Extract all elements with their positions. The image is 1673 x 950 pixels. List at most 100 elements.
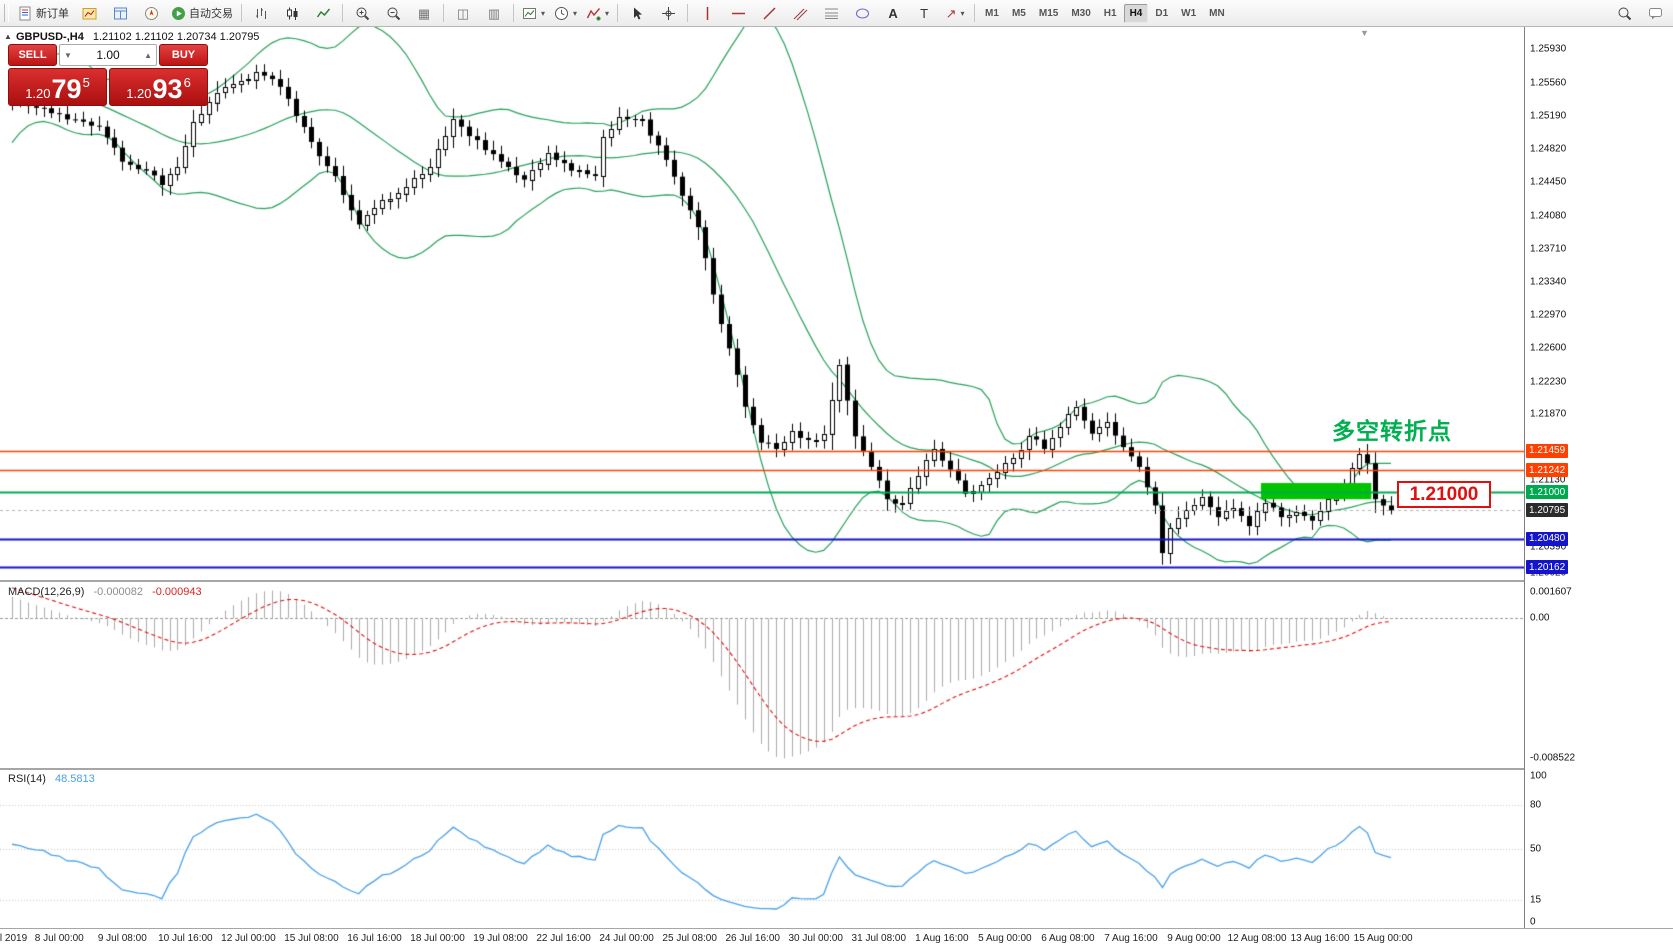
text-a-icon: A — [888, 5, 898, 21]
autotrading-button[interactable]: 自动交易 — [167, 1, 237, 25]
periods-button[interactable]: ▾ — [550, 1, 581, 25]
sell-button[interactable]: SELL — [8, 44, 57, 66]
buy-price-main: 93 — [152, 74, 183, 105]
price-axis-label: 1.24820 — [1530, 143, 1567, 155]
sell-price-main: 79 — [51, 74, 82, 105]
zoom-out-button[interactable] — [378, 1, 408, 25]
chevron-down-icon: ▾ — [573, 8, 578, 18]
arrows-button[interactable]: ↗ ▾ — [940, 1, 970, 25]
price-level-text-box[interactable]: 1.21000 — [1397, 481, 1491, 508]
buy-price-pip: 6 — [183, 75, 191, 90]
macd-panel-canvas[interactable] — [0, 582, 1524, 768]
shapes-button[interactable] — [847, 1, 877, 25]
new-chart-button[interactable]: ▾ — [518, 1, 549, 25]
toolbar-separator — [241, 4, 242, 22]
chevron-down-icon: ▾ — [605, 8, 610, 18]
rsi-label: RSI(14) 48.5813 — [8, 773, 95, 785]
sell-price-display[interactable]: 1.20 79 5 — [8, 68, 107, 106]
candles-icon — [285, 6, 300, 21]
rsi-axis-label: 0 — [1530, 916, 1536, 928]
time-axis-label: 26 Jul 16:00 — [725, 933, 780, 944]
autoplay-icon — [171, 6, 186, 21]
rsi-axis-label: 100 — [1530, 770, 1547, 782]
macd-axis-label: 0.00 — [1530, 612, 1550, 624]
text-button[interactable]: A — [878, 1, 908, 25]
grid-button[interactable]: ▦ — [409, 1, 439, 25]
cascade-windows-button[interactable]: ▥ — [479, 1, 509, 25]
linechart-icon — [316, 6, 331, 21]
market-watch-button[interactable] — [74, 1, 104, 25]
splitter-macd-rsi[interactable] — [0, 768, 1673, 770]
horizontal-line-button[interactable] — [723, 1, 753, 25]
vertical-line-button[interactable] — [692, 1, 722, 25]
label-button[interactable]: T — [909, 1, 939, 25]
price-axis-label: 1.24080 — [1530, 210, 1567, 222]
time-axis-label: 22 Jul 16:00 — [536, 933, 591, 944]
chart-annotation-text[interactable]: 多空转折点 — [1332, 418, 1452, 444]
timeframe-button-d1[interactable]: D1 — [1155, 7, 1169, 19]
zoom-in-button[interactable] — [347, 1, 377, 25]
price-axis-label: 1.22230 — [1530, 376, 1567, 388]
timeframe-button-mn[interactable]: MN — [1209, 7, 1225, 19]
buy-price-display[interactable]: 1.20 93 6 — [109, 68, 208, 106]
crosshair-button[interactable] — [653, 1, 683, 25]
vline-icon — [701, 6, 714, 21]
hline-icon — [731, 7, 746, 20]
volume-decrease-icon[interactable]: ▼ — [64, 50, 72, 60]
price-scale-axis[interactable]: 1.25930 1.25560 1.25190 1.24820 1.24450 1.240… — [1524, 27, 1673, 928]
tline-icon — [762, 6, 777, 21]
timeframe-button-m30[interactable]: M30 — [1071, 7, 1091, 19]
text-t-icon: T — [920, 5, 929, 21]
navigator-icon — [144, 6, 159, 21]
one-click-collapse-icon[interactable]: ▲ — [4, 32, 12, 41]
candlestick-chart-button[interactable] — [277, 1, 307, 25]
grid-icon: ▦ — [417, 5, 431, 21]
fibonacci-button[interactable] — [816, 1, 846, 25]
timeframe-button-m15[interactable]: M15 — [1038, 7, 1059, 19]
volume-value: 1.00 — [96, 48, 120, 62]
timeframe-button-m1[interactable]: M1 — [985, 7, 999, 19]
community-button[interactable] — [1640, 1, 1670, 25]
channel-icon — [793, 6, 808, 21]
toolbar-separator — [687, 4, 689, 22]
time-scale-axis[interactable]: 5 Jul 2019 8 Jul 00:00 9 Jul 08:00 10 Jul 1… — [0, 929, 1673, 950]
ohlc-values: 1.21102 1.21102 1.20734 1.20795 — [92, 31, 260, 43]
new-order-button-label: 新订单 — [36, 8, 69, 20]
price-axis-label: 1.25560 — [1530, 77, 1567, 89]
time-axis-label: 18 Jul 00:00 — [410, 933, 465, 944]
time-axis-label: 5 Aug 00:00 — [978, 933, 1032, 944]
cascade-icon: ▥ — [487, 5, 501, 21]
timeframe-button-w1[interactable]: W1 — [1181, 7, 1197, 19]
clock-icon — [554, 6, 569, 21]
new-order-button[interactable]: 新订单 — [14, 1, 73, 25]
channel-button[interactable] — [785, 1, 815, 25]
timeframe-button-h1[interactable]: H1 — [1103, 7, 1117, 19]
time-axis-label: 15 Aug 00:00 — [1353, 933, 1413, 944]
toolbar-separator — [513, 4, 514, 22]
chart-shift-marker-icon[interactable]: ▼ — [1360, 28, 1369, 38]
volume-field[interactable]: ▼ 1.00 ▲ — [59, 44, 157, 66]
splitter-main-macd[interactable] — [0, 580, 1673, 582]
cursor-button[interactable] — [622, 1, 652, 25]
chevron-down-icon: ▾ — [960, 8, 965, 18]
volume-increase-icon[interactable]: ▲ — [144, 50, 152, 60]
macd-axis-label: 0.001607 — [1530, 586, 1572, 598]
buy-button[interactable]: BUY — [159, 44, 208, 66]
tile-windows-button[interactable]: ◫ — [448, 1, 478, 25]
trendline-button[interactable] — [754, 1, 784, 25]
line-chart-button[interactable] — [308, 1, 338, 25]
indicators-icon — [586, 6, 601, 21]
bar-chart-button[interactable] — [246, 1, 276, 25]
navigator-button[interactable] — [136, 1, 166, 25]
toolbar-separator — [342, 4, 343, 22]
timeframe-button-h4[interactable]: H4 — [1123, 3, 1149, 23]
search-button[interactable] — [1609, 1, 1639, 25]
indicators-button[interactable]: ▾ — [582, 1, 613, 25]
timeframe-button-m5[interactable]: M5 — [1011, 7, 1026, 19]
search-icon — [1617, 6, 1632, 21]
price-chart-canvas[interactable] — [0, 27, 1524, 580]
toolbar-separator — [617, 4, 619, 22]
data-window-button[interactable] — [105, 1, 135, 25]
rsi-panel-canvas[interactable] — [0, 770, 1524, 928]
